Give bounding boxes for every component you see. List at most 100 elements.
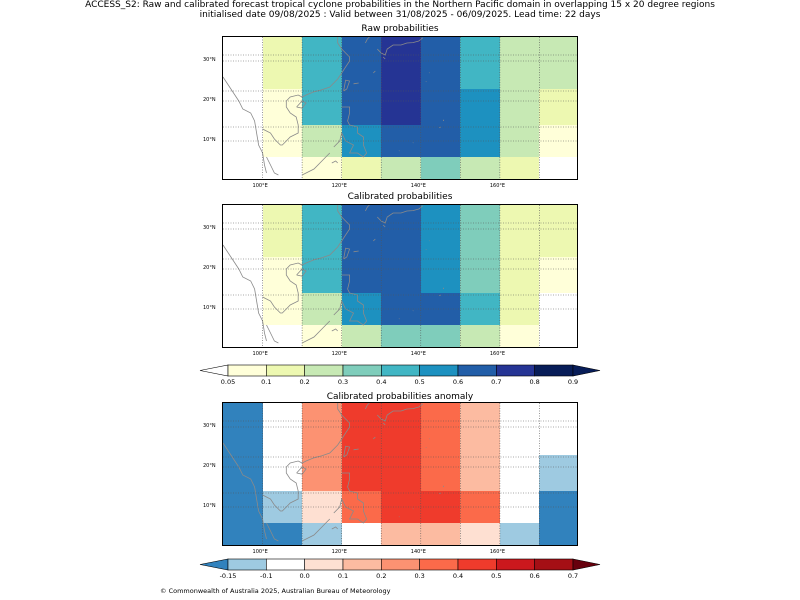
probability-cell [263,257,302,293]
probability-cell [302,89,342,125]
probability-cell [302,455,342,491]
probability-cell [381,257,421,293]
probability-cell [223,205,263,257]
probability-cell [302,257,342,293]
colorbar-segment [496,558,535,571]
colorbar-segment [496,364,535,377]
colorbar-tick-label: -0.15 [219,572,237,580]
probability-cell [539,523,577,545]
map-svg [223,205,577,347]
colorbar-segment [227,364,267,377]
lon-tick-label: 160°E [489,351,506,357]
probability-cell [460,205,500,257]
probability-cell [381,523,421,545]
colorbar-segment [457,558,497,571]
coastline [331,526,338,530]
panel-title-anomaly: Calibrated probabilities anomaly [326,392,474,402]
lat-tick-label: 30°N [203,57,216,63]
coastline [333,274,368,326]
probability-cell [421,403,460,455]
probability-cell [500,157,539,179]
lon-tick-label: 140°E [410,549,426,555]
colorbar-tick-label: 0.7 [567,572,579,580]
coastline [382,56,386,60]
probability-cell [500,523,539,545]
coastline [439,126,441,129]
probability-cell [421,205,460,257]
lon-tick-label: 100°E [252,549,268,555]
probability-cell [223,89,263,125]
coastline [262,403,350,512]
lon-tick-label: 120°E [331,351,347,357]
coastline [296,100,307,109]
colorbar-tick-label: 0.4 [452,572,464,580]
lat-tick-label: 20°N [203,265,216,271]
probability-cell [460,157,500,179]
probability-cell [421,257,460,293]
copyright-notice: © Commonwealth of Australia 2025, Austra… [160,587,391,595]
lon-tick-label: 160°E [489,183,506,189]
figure-title-line1: ACCESS_S2: Raw and calibrated forecast t… [85,0,715,10]
lon-tick-label: 120°E [331,183,347,189]
probability-cell [500,37,539,89]
probability-cell [381,37,421,89]
probability-cell [421,89,460,125]
probability-cell [263,205,302,257]
probability-cell [500,257,539,293]
colorbar-segment [381,364,420,377]
colorbar-segment [304,364,344,377]
probability-cell [421,455,460,491]
probability-cell [223,257,263,293]
coastline [301,152,331,176]
probability-cell [421,325,460,347]
probability-cell [460,257,500,293]
probability-cell [342,157,381,179]
coastline [301,320,331,344]
lon-tick-label: 100°E [252,351,268,357]
lat-tick-label: 10°N [203,305,216,311]
probability-cell [263,37,302,89]
coastline [343,445,351,458]
probability-cell [302,37,342,89]
colorbar-tick-label: 0.7 [491,378,502,386]
lat-tick-label: 30°N [203,225,216,231]
colorbar-segment [266,558,305,571]
probability-cell [421,157,460,179]
lat-tick-label: 20°N [203,97,216,103]
probability-cell [539,37,577,89]
coastline [333,106,368,158]
lon-tick-label: 100°E [252,183,268,189]
probability-cell [302,403,342,455]
coastline [377,37,424,56]
coastline [266,324,279,344]
probability-cell [223,157,263,179]
probability-cell [263,455,302,491]
colorbar-tick-label: 0.3 [414,572,425,580]
colorbar-svg [199,558,601,571]
colorbar-segment [419,364,459,377]
probability-cell [263,89,302,125]
probability-cell [500,325,539,347]
probability-cell [381,455,421,491]
colorbar-tick-label: 0.6 [452,378,464,386]
coastline [353,250,359,253]
probability-cell [500,89,539,125]
colorbar-tick-label: 0.6 [529,572,540,580]
colorbar-tick-label: 0.0 [299,572,310,580]
colorbar-tick-label: 0.9 [567,378,579,386]
probability-cell [381,89,421,125]
figure-title-line2: initialised date 09/08/2025 : Valid betw… [199,10,601,20]
probability-cell [460,403,500,455]
colorbar-segment [342,364,382,377]
coastline [223,76,267,174]
coastline [377,205,424,224]
colorbar-segment [227,558,267,571]
probability-cell [223,403,263,455]
lon-tick-label: 140°E [410,351,426,357]
colorbar-tick-label: 0.8 [529,378,540,386]
lat-tick-label: 20°N [203,463,216,469]
probability-cell [342,325,381,347]
probability-cell [381,403,421,455]
probability-cell [460,37,500,89]
probability-cell [381,205,421,257]
